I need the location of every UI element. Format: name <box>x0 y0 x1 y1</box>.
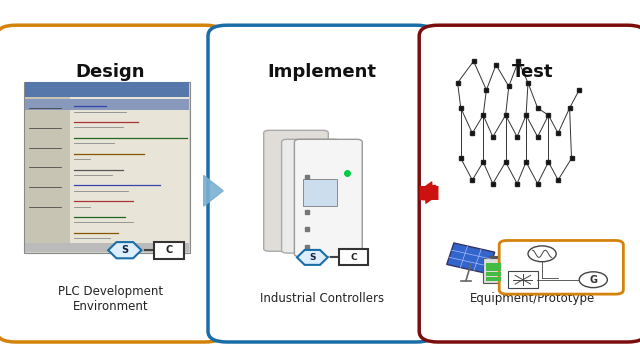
FancyBboxPatch shape <box>25 82 189 98</box>
FancyBboxPatch shape <box>294 139 362 257</box>
Text: S: S <box>309 253 316 262</box>
FancyBboxPatch shape <box>483 258 504 283</box>
FancyBboxPatch shape <box>25 99 189 110</box>
FancyBboxPatch shape <box>486 277 501 281</box>
FancyArrowPatch shape <box>422 189 436 203</box>
FancyBboxPatch shape <box>486 272 501 276</box>
FancyBboxPatch shape <box>486 263 501 267</box>
Polygon shape <box>447 243 495 274</box>
FancyArrowPatch shape <box>422 182 436 196</box>
Text: PLC Development
Environment: PLC Development Environment <box>58 285 163 313</box>
Text: C: C <box>165 245 173 255</box>
FancyBboxPatch shape <box>499 240 623 294</box>
FancyBboxPatch shape <box>154 242 184 259</box>
FancyBboxPatch shape <box>70 97 189 252</box>
Text: Implement: Implement <box>267 63 376 81</box>
Text: Test: Test <box>512 63 554 81</box>
FancyBboxPatch shape <box>24 82 190 253</box>
FancyBboxPatch shape <box>486 267 501 271</box>
FancyBboxPatch shape <box>508 271 538 288</box>
FancyBboxPatch shape <box>282 139 340 253</box>
FancyBboxPatch shape <box>419 25 640 342</box>
Text: Industrial Controllers: Industrial Controllers <box>260 292 383 305</box>
Text: Equipment/Prototype: Equipment/Prototype <box>470 292 595 305</box>
Circle shape <box>528 246 556 262</box>
Text: S: S <box>121 245 129 255</box>
Text: G: G <box>589 275 597 285</box>
Circle shape <box>579 272 607 288</box>
FancyBboxPatch shape <box>25 243 189 252</box>
Text: Design: Design <box>76 63 145 81</box>
FancyArrowPatch shape <box>204 176 223 206</box>
FancyBboxPatch shape <box>339 249 368 265</box>
FancyBboxPatch shape <box>0 25 224 342</box>
FancyBboxPatch shape <box>303 179 337 206</box>
Text: C: C <box>350 253 357 262</box>
FancyBboxPatch shape <box>25 97 71 252</box>
FancyBboxPatch shape <box>264 130 328 251</box>
FancyBboxPatch shape <box>208 25 435 342</box>
